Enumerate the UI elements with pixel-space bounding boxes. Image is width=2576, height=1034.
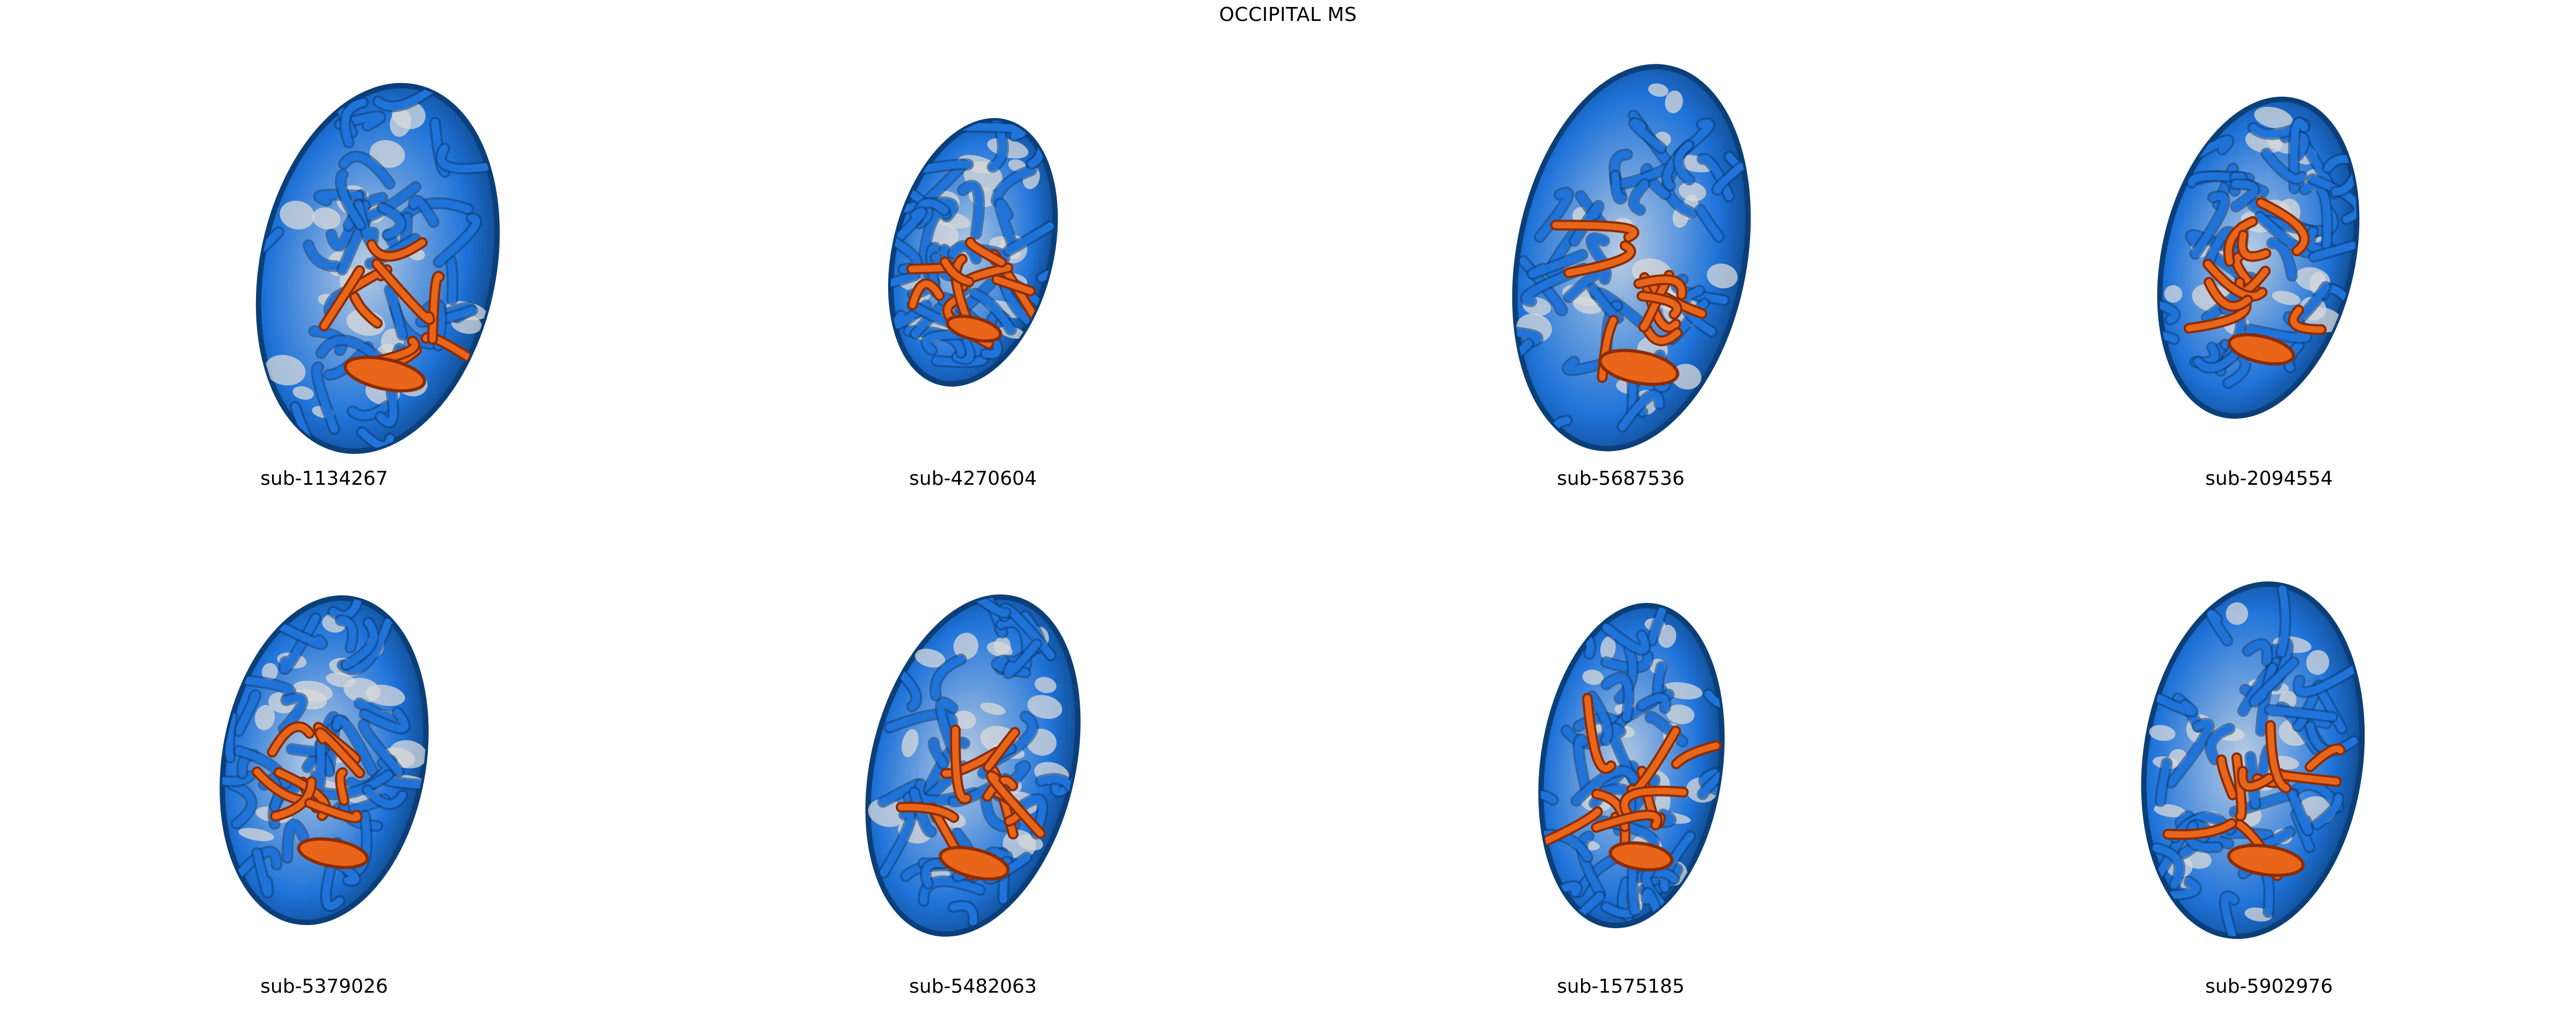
occipital-brain-render bbox=[1521, 603, 1742, 938]
subject-label: sub-5687536 bbox=[1557, 468, 1685, 490]
subject-label: sub-1134267 bbox=[260, 468, 388, 490]
subject-panel: sub-5687536 bbox=[1352, 0, 1889, 490]
subject-label: sub-4270604 bbox=[909, 468, 1037, 490]
subject-label: sub-1575185 bbox=[1557, 975, 1685, 997]
occipital-brain-render bbox=[865, 574, 1090, 937]
subject-panel: sub-5379026 bbox=[56, 508, 592, 997]
occipital-brain-render bbox=[226, 79, 500, 454]
subject-panel: sub-5482063 bbox=[705, 508, 1241, 997]
subject-panel: sub-5902976 bbox=[2001, 508, 2537, 997]
subject-label: sub-2094554 bbox=[2205, 468, 2333, 490]
occipital-brain-render bbox=[2130, 97, 2382, 419]
occipital-brain-render bbox=[1484, 64, 1779, 469]
subject-label: sub-5902976 bbox=[2205, 975, 2333, 997]
subject-label: sub-5379026 bbox=[260, 975, 388, 997]
occipital-brain-render bbox=[2122, 581, 2365, 948]
occipital-brain-render bbox=[865, 105, 1068, 387]
occipital-brain-render bbox=[197, 581, 439, 926]
subject-panel: sub-1575185 bbox=[1352, 508, 1889, 997]
subject-panel: sub-4270604 bbox=[705, 0, 1241, 490]
subject-label: sub-5482063 bbox=[909, 975, 1037, 997]
subject-panel: sub-1134267 bbox=[56, 0, 592, 490]
figure-title: OCCIPITAL MS bbox=[1219, 4, 1357, 26]
subject-panel: sub-2094554 bbox=[2001, 0, 2537, 490]
